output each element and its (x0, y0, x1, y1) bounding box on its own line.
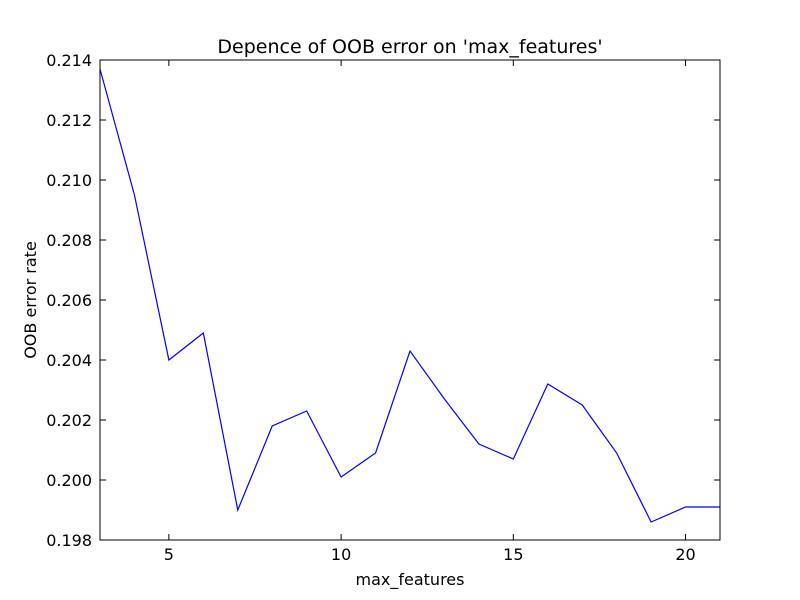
y-tick-label: 0.202 (46, 411, 92, 430)
y-tick-label: 0.204 (46, 351, 92, 370)
y-tick-label: 0.214 (46, 51, 92, 70)
x-tick-label: 15 (503, 545, 523, 564)
chart-title: Depence of OOB error on 'max_features' (217, 36, 602, 58)
x-tick-label: 10 (331, 545, 351, 564)
y-tick-label: 0.206 (46, 291, 92, 310)
series-layer (99, 68, 720, 523)
axis-ticks: 5 10 15 20 0.198 0.200 0.202 0.204 0.206 0.208 0.2… (46, 51, 720, 564)
x-axis-label: max_features (356, 570, 465, 590)
y-tick-label: 0.208 (46, 231, 92, 250)
x-tick-label: 20 (675, 545, 695, 564)
series-line (99, 68, 720, 523)
y-tick-label: 0.198 (46, 531, 92, 550)
y-tick-label: 0.200 (46, 471, 92, 490)
y-tick-label: 0.210 (46, 171, 92, 190)
plot-frame (99, 59, 721, 541)
y-axis-label: OOB error rate (21, 241, 40, 359)
y-tick-label: 0.212 (46, 111, 92, 130)
x-tick-label: 5 (164, 545, 174, 564)
